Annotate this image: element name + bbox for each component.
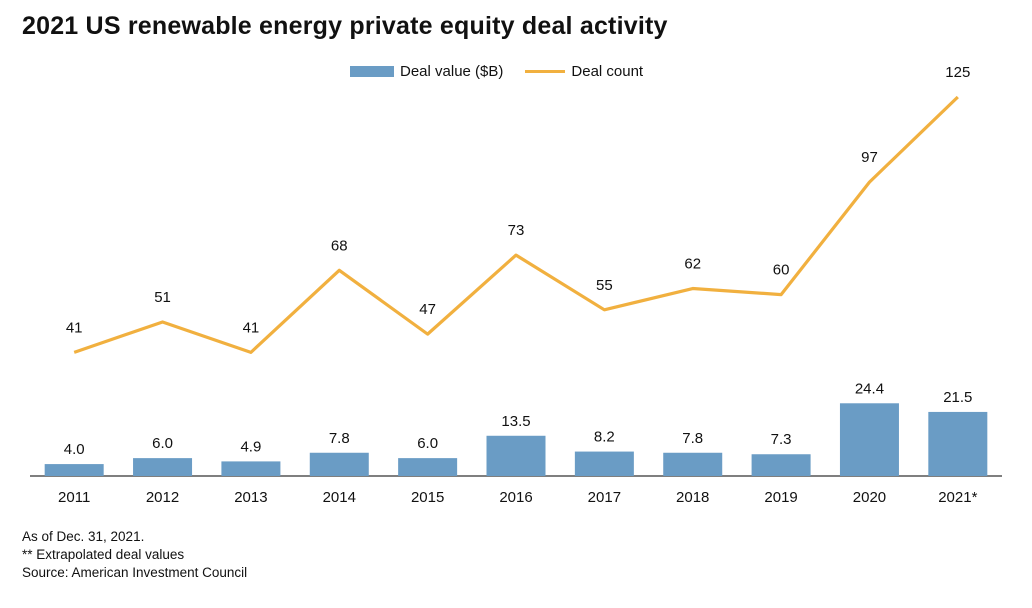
x-tick-label: 2020 [853, 489, 886, 506]
bar-value-label: 8.2 [594, 429, 615, 446]
x-tick-label: 2014 [323, 489, 356, 506]
line-value-label: 73 [508, 222, 525, 239]
line-value-label: 62 [684, 256, 701, 273]
x-tick-label: 2011 [58, 489, 90, 506]
bar-value-label: 7.3 [771, 431, 792, 448]
footnote-date: As of Dec. 31, 2021. [22, 529, 145, 544]
bar-deal-value [309, 452, 369, 476]
line-value-label: 41 [243, 319, 260, 336]
chart-title: 2021 US renewable energy private equity … [22, 12, 668, 40]
bar-value-label: 4.0 [64, 441, 85, 458]
x-tick-label: 2019 [764, 489, 797, 506]
line-value-label: 97 [861, 149, 878, 166]
x-tick-label: 2015 [411, 489, 444, 506]
bar-deal-value [663, 452, 723, 476]
bar-deal-value [486, 435, 546, 476]
x-tick-label: 2013 [234, 489, 267, 506]
line-value-label: 60 [773, 262, 790, 279]
legend-label-deal-value: Deal value ($B) [400, 62, 504, 80]
x-tick-label: 2018 [676, 489, 709, 506]
bar-value-label: 4.9 [240, 438, 261, 455]
line-value-label: 47 [419, 301, 436, 318]
bar-value-label: 7.8 [682, 430, 703, 447]
bar-value-label: 24.4 [855, 380, 884, 397]
legend-swatch-deal-value [350, 65, 394, 77]
line-value-label: 125 [945, 64, 970, 81]
footnote-source: Source: American Investment Council [22, 565, 248, 580]
bar-value-label: 7.8 [329, 430, 350, 447]
x-tick-label: 2012 [146, 489, 179, 506]
bar-deal-value [44, 464, 104, 476]
legend-item-deal-value: Deal value ($B) [350, 63, 503, 80]
footnote-extrapolated: ** Extrapolated deal values [22, 547, 185, 562]
bar-value-label: 13.5 [501, 413, 530, 430]
bar-deal-value [574, 451, 634, 476]
bar-value-label: 21.5 [943, 389, 972, 406]
bar-deal-value [839, 403, 899, 476]
line-value-label: 68 [331, 237, 348, 254]
line-value-label: 51 [154, 289, 171, 306]
legend-swatch-deal-count [525, 69, 566, 73]
chart-area: 4.0 2011 6.0 2012 4.9 2013 7.8 2014 6.0 2015 13.5 2… [30, 64, 1002, 506]
line-value-label: 55 [596, 277, 613, 294]
x-tick-label: 2017 [588, 489, 621, 506]
x-tick-label: 2016 [499, 489, 532, 506]
bar-value-label: 6.0 [417, 435, 438, 452]
x-tick-label: 2021* [938, 489, 977, 506]
footnotes: As of Dec. 31, 2021. ** Extrapolated dea… [22, 528, 247, 582]
line-value-label: 41 [66, 319, 83, 336]
line-deal-count [73, 95, 959, 354]
bar-value-label: 6.0 [152, 435, 173, 452]
legend-item-deal-count: Deal count [525, 63, 643, 80]
bar-deal-value [928, 411, 988, 476]
bar-deal-value [221, 461, 281, 476]
legend-label-deal-count: Deal count [571, 62, 644, 80]
legend: Deal value ($B) Deal count [350, 60, 665, 82]
bar-deal-value [133, 458, 193, 476]
bar-deal-value [751, 454, 811, 476]
bar-deal-value [398, 458, 458, 476]
